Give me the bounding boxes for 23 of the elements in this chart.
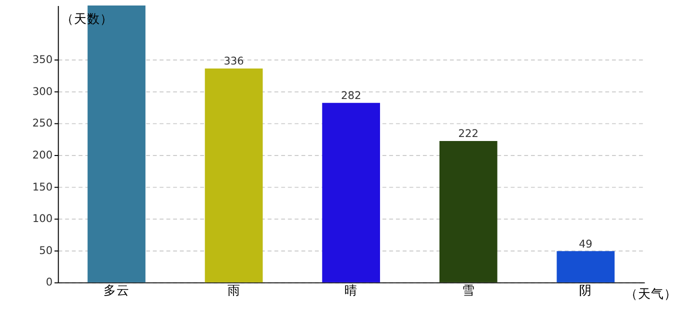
bar — [204, 68, 263, 282]
x-tick-label: 雨 — [227, 282, 240, 298]
bar — [556, 251, 615, 282]
y-tick-label: 100 — [32, 213, 53, 226]
x-tick-label: 阴 — [579, 282, 592, 298]
bar — [88, 6, 146, 282]
y-tick-label: 50 — [39, 244, 53, 257]
x-axis-title: （天气） — [625, 286, 678, 301]
y-tick-label: 0 — [46, 276, 53, 289]
y-tick-label: 300 — [32, 86, 53, 98]
y-tick-label: 200 — [32, 149, 53, 162]
data-label: 282 — [340, 90, 362, 102]
bar — [322, 102, 380, 282]
y-tick-label: 350 — [32, 54, 53, 66]
y-tick-label: 250 — [32, 118, 53, 130]
x-tick-label: 多云 — [104, 282, 130, 298]
x-tick-label: 雪 — [462, 282, 475, 298]
bar — [439, 141, 498, 282]
x-tick-label: 晴 — [344, 282, 358, 298]
y-tick-label: 150 — [32, 181, 53, 194]
data-label: 336 — [224, 56, 244, 68]
data-label: 222 — [458, 128, 478, 140]
data-label: 49 — [578, 238, 592, 250]
